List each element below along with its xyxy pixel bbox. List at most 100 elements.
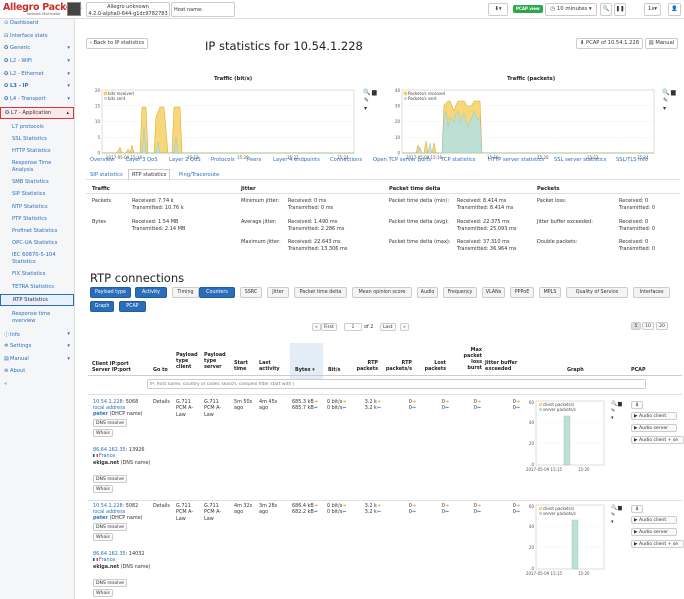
filter-quality-of-service[interactable]: Quality of Service [566, 287, 628, 298]
filter-timing[interactable]: Timing [172, 287, 199, 298]
filter-jitter[interactable]: Jitter [267, 287, 289, 298]
client-hostname[interactable]: peter [93, 515, 108, 521]
tab-layer2-qos[interactable]: Layer 2 QoS [169, 157, 201, 163]
zoom-button[interactable]: 🔍 [600, 3, 612, 16]
pagination-next[interactable]: » [400, 323, 409, 331]
whois-button[interactable]: Whois [93, 429, 113, 437]
sidebar-subitem-response-time-analysis[interactable]: Response Time Analysis [12, 160, 52, 173]
manual-button[interactable]: ▤ Manual [645, 38, 678, 49]
tab-ping-traceroute[interactable]: Ping/Traceroute [179, 172, 220, 178]
filter-counters[interactable]: Counters [199, 287, 235, 298]
pagination-page-input[interactable]: 1 [344, 323, 362, 331]
filter-interfaces[interactable]: Interfaces [633, 287, 670, 298]
tab-tcp-statistics[interactable]: TCP statistics [441, 157, 476, 163]
th-bits[interactable]: Bit/s [328, 367, 341, 373]
tab-open-tcp-ports[interactable]: Open TCP server ports [373, 157, 432, 163]
pcap-download-button[interactable]: ⬇ [631, 401, 643, 409]
filter-graph[interactable]: Graph [90, 301, 114, 312]
tab-rtp-statistics[interactable]: RTP statistics [128, 169, 171, 181]
sidebar-item-manual[interactable]: ▤Manual ▾ [0, 356, 74, 362]
chart-options-icon[interactable]: ▾ [364, 105, 368, 112]
graph-edit-icon[interactable]: ✎ [611, 408, 616, 414]
th-rtp-packets[interactable]: RTP packets [356, 360, 378, 372]
sidebar-item-l2-wifi[interactable]: ✪ L2 - WiFi ▾ [0, 58, 74, 64]
row-graph[interactable]: client packets/s server packets/s 60 40 20… [526, 399, 606, 475]
sidebar-item-generic[interactable]: ✪ Generic ▾ [0, 45, 74, 51]
graph-options-icon[interactable]: ▾ [611, 519, 614, 525]
filter-payload-type[interactable]: Payload type [90, 287, 131, 298]
th-lost-packets[interactable]: Lost packets [424, 360, 446, 372]
th-rtp-rate[interactable]: RTP packets/s [385, 360, 412, 372]
audio-both-button[interactable]: ▶ Audio client + se [631, 540, 684, 548]
filter-audio[interactable]: Audio [417, 287, 438, 298]
filter-frequency[interactable]: Frequency [443, 287, 477, 298]
sidebar-item-l7-application[interactable]: ✪ L7 - Application ▴ [0, 107, 74, 119]
traffic-bits-chart[interactable]: 20 15 10 5 0 2017-05-09 15:16 15:18 15:2… [88, 87, 356, 163]
filter-activity[interactable]: Activity [135, 287, 167, 298]
sidebar-subitem-http[interactable]: HTTP Statistics [12, 148, 51, 154]
user-menu-button[interactable]: 👤 [668, 3, 681, 16]
sidebar-subitem-fix[interactable]: FIX Statistics [12, 271, 46, 277]
th-last-activity[interactable]: Last activity [259, 360, 280, 372]
sidebar-subitem-opc-ua[interactable]: OPC-UA Statistics [12, 240, 58, 246]
filter-pppoe[interactable]: PPPoE [510, 287, 534, 298]
server-country-link[interactable]: France [99, 557, 116, 563]
tab-sip-statistics[interactable]: SIP statistics [90, 172, 123, 178]
sidebar-collapse-button[interactable]: « [4, 381, 8, 387]
dns-resolve-button[interactable]: DNS resolve [93, 579, 127, 587]
sidebar-subitem-iec[interactable]: IEC 60870-5-104 Statistics [12, 252, 56, 265]
audio-server-button[interactable]: ▶ Audio server [631, 528, 677, 536]
chart-options-icon[interactable]: ▾ [663, 105, 667, 112]
interval-dropdown[interactable]: 1s▾ [644, 3, 661, 16]
sidebar-subitem-ptp[interactable]: PTP Statistics [12, 216, 47, 222]
filter-pcap[interactable]: PCAP [119, 301, 146, 312]
details-link[interactable]: Details [153, 503, 170, 509]
tab-layer4-endpoints[interactable]: Layer 4 endpoints [273, 157, 320, 163]
audio-client-button[interactable]: ▶ Audio client [631, 412, 677, 420]
logo[interactable]: Allegro Packets [3, 2, 82, 13]
filter-ssrc[interactable]: SSRC [240, 287, 262, 298]
sidebar-item-settings[interactable]: ✲ Settings ▾ [0, 343, 74, 349]
pcap-download-button[interactable]: ⬇ PCAP of 10.54.1.228 [576, 38, 643, 49]
sidebar-item-l4-transport[interactable]: ✪ L4 - Transport ▾ [0, 96, 74, 102]
dns-resolve-button[interactable]: DNS resolve [93, 475, 127, 483]
row-graph[interactable]: client packets/s server packets/s 60 40 20… [526, 503, 606, 579]
sidebar-item-about[interactable]: ⊛ About [0, 368, 74, 374]
whois-button[interactable]: Whois [93, 533, 113, 541]
pause-button[interactable]: ❚❚ [614, 3, 626, 16]
device-info[interactable]: Allegro unknown 4.2.0-alpha0-644-g1dc978… [86, 2, 170, 17]
audio-both-button[interactable]: ▶ Audio client + se [631, 436, 684, 444]
graph-edit-icon[interactable]: ✎ [611, 512, 616, 518]
sidebar-subitem-l7-protocols[interactable]: L7 protocols [12, 124, 44, 130]
dns-resolve-button[interactable]: DNS resolve [93, 523, 127, 531]
sidebar-subitem-ntp[interactable]: NTP Statistics [12, 204, 48, 210]
sidebar-item-dashboard[interactable]: ⊙ Dashboard [0, 20, 74, 26]
server-ip-link[interactable]: 86.64.162.35 [93, 551, 126, 557]
tab-ssl-tls-info[interactable]: SSL/TLS info [616, 157, 648, 163]
client-hostname[interactable]: peter [93, 411, 108, 417]
sidebar-subitem-ssl[interactable]: SSL Statistics [12, 136, 47, 142]
tab-ssl-server-statistics[interactable]: SSL server statistics [554, 157, 607, 163]
sidebar-subitem-response-time-overview[interactable]: Response time overview [12, 311, 51, 324]
tab-overview[interactable]: Overview [90, 157, 115, 163]
details-link[interactable]: Details [153, 399, 170, 405]
filter-packet-time-delta[interactable]: Packet time delta [294, 287, 347, 298]
graph-zoom-icon[interactable]: 🔍 [611, 505, 618, 511]
sidebar-item-info[interactable]: ⓘInfo ▾ [0, 331, 74, 338]
th-payload-client[interactable]: Payload type client [176, 352, 198, 370]
graph-zoom-icon[interactable]: 🔍 [611, 401, 618, 407]
pagination-prev[interactable]: « [312, 323, 321, 331]
th-start-time[interactable]: Start time [234, 360, 248, 372]
sidebar-subitem-smb[interactable]: SMB Statistics [12, 179, 49, 185]
download-dropdown-button[interactable]: ⬇▾ [488, 3, 508, 16]
whois-button[interactable]: Whois [93, 485, 113, 493]
sidebar-item-interface-stats[interactable]: ⊟ Interface stats [0, 33, 74, 39]
pagination-first[interactable]: First [321, 323, 337, 331]
chart-edit-icon[interactable]: ✎ [364, 97, 370, 104]
chart-image-icon[interactable]: ▆ [671, 89, 676, 96]
filter-mean-opinion-score[interactable]: Mean opinion score [352, 287, 412, 298]
th-client[interactable]: Client IP:port [92, 361, 129, 367]
chart-zoom-icon[interactable]: 🔍 [662, 89, 670, 96]
audio-server-button[interactable]: ▶ Audio server [631, 424, 677, 432]
pcap-download-button[interactable]: ⬇ [631, 505, 643, 513]
